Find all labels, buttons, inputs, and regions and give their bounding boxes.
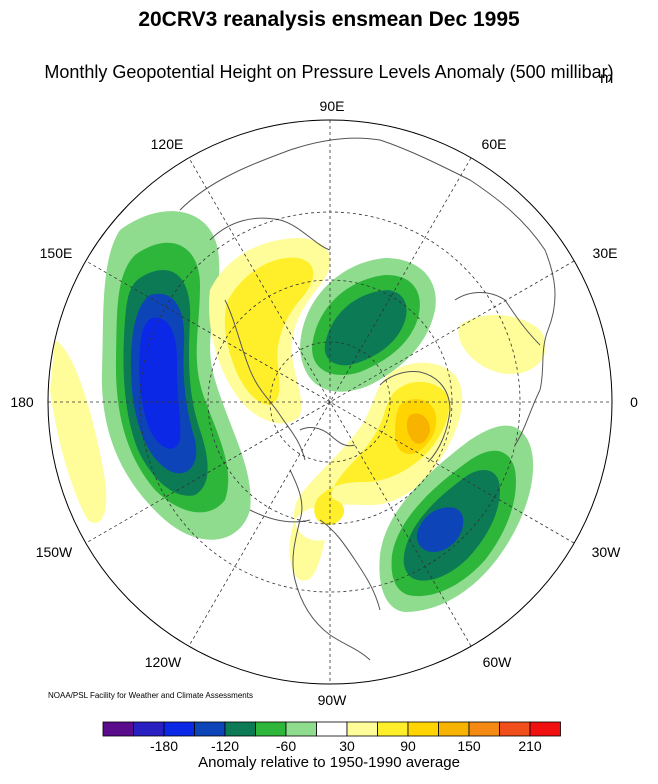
lon-label-60e: 60E [482, 136, 507, 152]
colorbar-caption: Anomaly relative to 1950-1990 average [198, 754, 460, 771]
lon-label-60w: 60W [483, 654, 513, 670]
colorbar-box [468, 721, 500, 737]
colorbar-box [316, 721, 348, 737]
colorbar-box [255, 721, 287, 737]
colorbar-box [102, 721, 134, 737]
positive-anomaly-greenland [289, 362, 463, 581]
colorbar-box [346, 721, 378, 737]
colorbar-tick-label: -180 [150, 738, 178, 754]
colorbar-box [438, 721, 470, 737]
anomaly-field [50, 211, 546, 612]
lon-label-30e: 30E [593, 245, 618, 261]
lon-label-150w: 150W [36, 544, 73, 560]
negative-anomaly-atlantic [379, 425, 534, 612]
negative-anomaly-arctic [300, 258, 436, 392]
colorbar-tick-label: 30 [339, 738, 355, 754]
colorbar-tick-labels: -180 -120 -60 30 90 150 210 [150, 738, 542, 754]
colorbar-box [285, 721, 317, 737]
colorbar-tick-label: 90 [400, 738, 416, 754]
units-label: m [600, 70, 614, 87]
colorbar-box [377, 721, 409, 737]
map-title: 20CRV3 reanalysis ensmean Dec 1995 [138, 8, 520, 31]
lon-label-90e: 90E [320, 98, 345, 114]
positive-anomaly-europe [458, 314, 546, 375]
longitude-labels: 90E 60E 30E 0 30W 60W 90W 120W 150W 180 … [10, 98, 638, 708]
lon-label-120e: 120E [151, 136, 184, 152]
colorbar-tick-label: -60 [276, 738, 296, 754]
colorbar-box [499, 721, 531, 737]
colorbar-box [194, 721, 226, 737]
lon-label-150e: 150E [40, 245, 73, 261]
coastlines [179, 137, 556, 661]
colorbar-box [529, 721, 561, 737]
colorbar-tick-label: 150 [457, 738, 481, 754]
colorbar-box [407, 721, 439, 737]
meridians [48, 120, 612, 684]
lon-label-30w: 30W [592, 544, 622, 560]
colorbar-box [133, 721, 165, 737]
lon-label-180: 180 [10, 394, 34, 410]
lon-label-120w: 120W [145, 654, 182, 670]
positive-anomaly-canada [209, 238, 331, 424]
map-subtitle: Monthly Geopotential Height on Pressure … [44, 62, 614, 82]
colorbar-tick-label: -120 [211, 738, 239, 754]
lon-label-90w: 90W [318, 692, 348, 708]
lon-label-0: 0 [630, 394, 638, 410]
positive-anomaly-dateline [50, 340, 107, 524]
map-boundary [47, 119, 613, 685]
colorbar-boxes [102, 721, 561, 737]
colorbar-box [163, 721, 195, 737]
colorbar-tick-label: 210 [518, 738, 542, 754]
credit-text: NOAA/PSL Facility for Weather and Climat… [48, 691, 253, 700]
colorbar-box [224, 721, 256, 737]
